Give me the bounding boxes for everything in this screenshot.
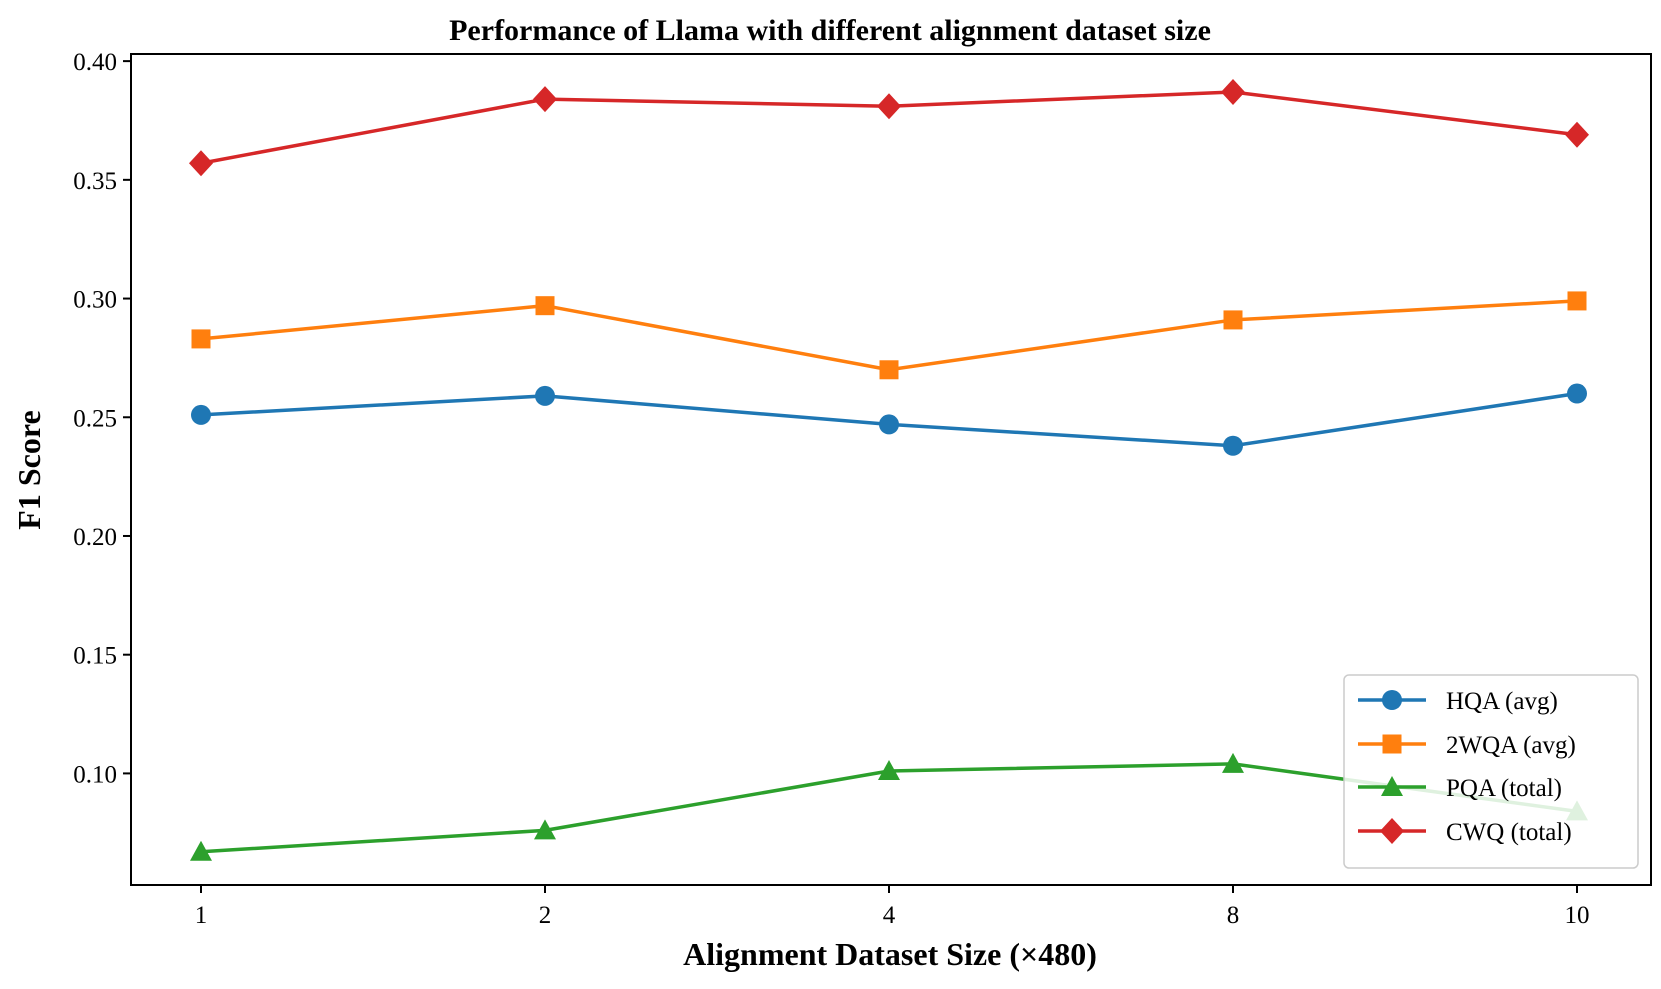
series-hqa-avg: [191, 383, 1587, 456]
x-tick-label: 4: [883, 902, 896, 929]
data-point: [1567, 383, 1587, 404]
legend-item: PQA (total): [1358, 775, 1562, 802]
y-axis-label: F1 Score: [11, 410, 47, 529]
data-point: [190, 840, 212, 861]
legend-item: CWQ (total): [1358, 818, 1572, 846]
data-point: [877, 93, 901, 120]
legend-frame: [1343, 674, 1639, 869]
data-point: [1223, 435, 1243, 456]
y-tick-label: 0.15: [73, 643, 117, 670]
data-point: [191, 329, 211, 349]
x-tick-label: 8: [1227, 902, 1240, 929]
data-point: [1221, 78, 1245, 105]
y-axis: 0.10 0.15 0.20 0.25 0.30 0.35 0.40: [73, 49, 131, 788]
x-tick-label: 1: [195, 902, 208, 929]
legend-label: 2WQA (avg): [1446, 732, 1576, 759]
data-point: [1223, 310, 1243, 330]
data-point: [534, 819, 556, 840]
data-point: [189, 150, 213, 177]
data-point: [191, 404, 211, 425]
legend-label: HQA (avg): [1446, 688, 1558, 715]
legend-marker: [1382, 734, 1402, 754]
plot-area: [130, 53, 1652, 886]
legend: HQA (avg) 2WQA (avg) PQA (total) CWQ (total…: [1343, 674, 1639, 869]
legend-item: 2WQA (avg): [1358, 732, 1576, 759]
series-line: [200, 299, 1578, 372]
y-tick-label: 0.10: [73, 761, 117, 788]
data-point: [879, 414, 899, 435]
data-point: [535, 296, 555, 316]
data-point: [878, 760, 900, 781]
data-point: [1222, 752, 1244, 773]
x-tick-label: 2: [539, 902, 552, 929]
y-tick-label: 0.20: [73, 524, 117, 551]
legend-item: HQA (avg): [1358, 688, 1558, 715]
legend-label: CWQ (total): [1446, 819, 1572, 846]
legend-label: PQA (total): [1446, 775, 1562, 802]
series-2wqa-avg: [191, 291, 1587, 380]
x-axis-label: Alignment Dataset Size (×480): [683, 936, 1097, 972]
legend-marker: [1380, 818, 1404, 844]
y-tick-label: 0.30: [73, 287, 117, 314]
x-tick-label: 10: [1565, 902, 1590, 929]
y-tick-label: 0.25: [73, 405, 117, 432]
y-tick-label: 0.35: [73, 168, 117, 195]
y-tick-label: 0.40: [73, 49, 117, 76]
legend-marker: [1381, 776, 1403, 796]
data-point: [1565, 121, 1589, 148]
chart-title: Performance of Llama with different alig…: [449, 14, 1211, 47]
data-point: [879, 360, 899, 380]
x-axis: 1 2 4 8 10: [195, 885, 1590, 929]
data-point: [535, 385, 555, 406]
legend-marker: [1382, 690, 1402, 710]
data-point: [1567, 291, 1587, 311]
series-cwq-total: [189, 78, 1589, 177]
data-point: [533, 86, 557, 113]
